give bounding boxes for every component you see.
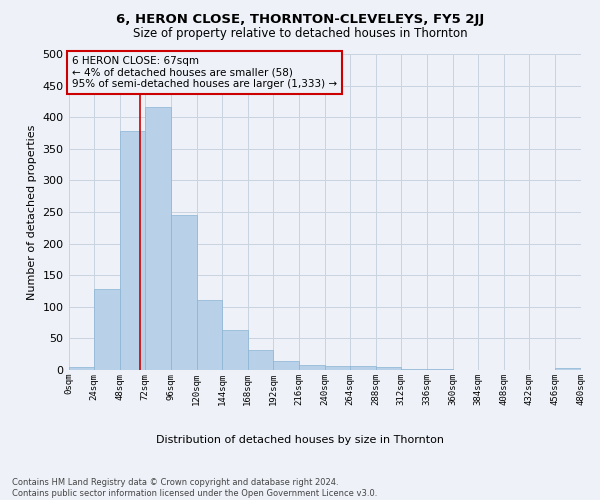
Text: Contains HM Land Registry data © Crown copyright and database right 2024.
Contai: Contains HM Land Registry data © Crown c… <box>12 478 377 498</box>
Bar <box>145 107 171 370</box>
Bar <box>274 361 299 370</box>
Bar <box>325 366 350 370</box>
Bar <box>299 365 325 370</box>
Bar <box>376 367 401 370</box>
Bar <box>401 368 427 370</box>
Bar <box>555 368 581 370</box>
Text: 6, HERON CLOSE, THORNTON-CLEVELEYS, FY5 2JJ: 6, HERON CLOSE, THORNTON-CLEVELEYS, FY5 … <box>116 12 484 26</box>
Bar <box>94 289 120 370</box>
Bar <box>222 330 248 370</box>
Bar <box>171 215 197 370</box>
Bar <box>120 131 145 370</box>
Bar <box>248 350 274 370</box>
Bar <box>350 366 376 370</box>
Bar <box>68 368 94 370</box>
Text: Size of property relative to detached houses in Thornton: Size of property relative to detached ho… <box>133 28 467 40</box>
Text: 6 HERON CLOSE: 67sqm
← 4% of detached houses are smaller (58)
95% of semi-detach: 6 HERON CLOSE: 67sqm ← 4% of detached ho… <box>72 56 337 89</box>
Text: Distribution of detached houses by size in Thornton: Distribution of detached houses by size … <box>156 435 444 445</box>
Bar <box>197 300 222 370</box>
Y-axis label: Number of detached properties: Number of detached properties <box>27 124 37 300</box>
